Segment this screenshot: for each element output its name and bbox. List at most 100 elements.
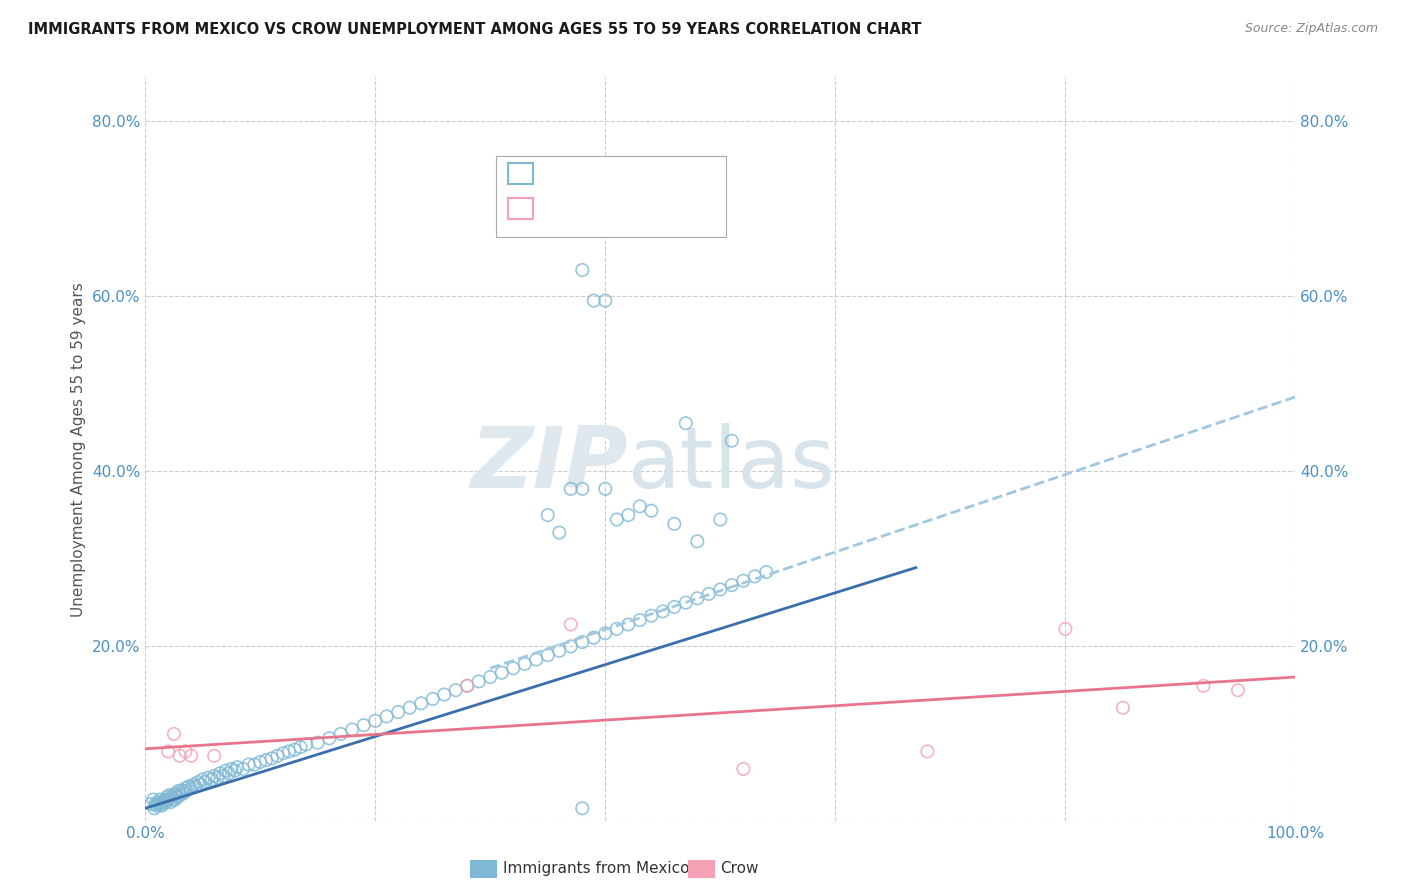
Point (307, 736, 329, 750)
Point (191, 772, 214, 787)
Point (675, 416, 697, 430)
Point (640, 504, 662, 518)
Point (329, 727, 352, 741)
Point (593, 482, 616, 496)
Point (398, 700, 420, 714)
Point (145, 798, 167, 813)
Point (224, 764, 246, 778)
Point (183, 778, 205, 792)
Point (290, 740, 312, 755)
Point (456, 679, 478, 693)
Point (560, 617, 582, 632)
Text: Crow: Crow (720, 862, 758, 876)
Point (187, 775, 209, 789)
Point (243, 757, 266, 772)
Text: 100: 100 (666, 166, 697, 181)
Point (271, 746, 294, 760)
Point (143, 801, 166, 815)
Text: N =: N = (631, 166, 664, 181)
Point (266, 748, 288, 763)
Point (157, 788, 180, 802)
Point (444, 683, 467, 698)
FancyBboxPatch shape (496, 155, 725, 237)
Point (139, 797, 162, 811)
Point (318, 731, 340, 746)
Point (733, 574, 755, 588)
Point (146, 795, 169, 809)
Point (387, 705, 409, 719)
Point (163, 788, 186, 802)
Point (218, 766, 240, 780)
Point (1226, 683, 1249, 698)
Point (284, 742, 307, 756)
Point (278, 744, 301, 758)
Point (628, 500, 651, 514)
Point (744, 569, 766, 583)
Point (537, 648, 560, 662)
Point (201, 772, 224, 787)
Point (165, 792, 187, 806)
Point (593, 293, 616, 308)
Point (479, 670, 502, 684)
Point (686, 534, 709, 549)
Point (537, 508, 560, 522)
Point (456, 679, 478, 693)
Point (157, 792, 180, 806)
Point (295, 738, 318, 752)
Point (177, 780, 200, 794)
Point (202, 769, 225, 783)
Point (628, 613, 651, 627)
Point (176, 784, 198, 798)
Point (208, 766, 231, 780)
Text: Immigrants from Mexico: Immigrants from Mexico (503, 862, 690, 876)
Point (215, 764, 238, 778)
Text: atlas: atlas (628, 423, 837, 506)
Point (238, 757, 260, 772)
Point (145, 797, 167, 811)
Point (560, 482, 582, 496)
Point (353, 718, 375, 732)
Text: IMMIGRANTS FROM MEXICO VS CROW UNEMPLOYMENT AMONG AGES 55 TO 59 YEARS CORRELATIO: IMMIGRANTS FROM MEXICO VS CROW UNEMPLOYM… (28, 22, 921, 37)
Point (697, 587, 720, 601)
Point (152, 797, 174, 811)
Point (617, 508, 640, 522)
Point (709, 582, 731, 597)
Point (560, 640, 582, 654)
Point (1054, 622, 1077, 636)
Point (169, 748, 191, 763)
Point (172, 787, 194, 801)
Text: ZIP: ZIP (471, 423, 628, 506)
Point (513, 657, 536, 671)
Point (163, 727, 186, 741)
Point (202, 748, 225, 763)
Point (149, 792, 172, 806)
Point (548, 525, 571, 540)
Text: Source: ZipAtlas.com: Source: ZipAtlas.com (1244, 22, 1378, 36)
Point (166, 789, 188, 804)
Point (153, 792, 176, 806)
Point (159, 795, 181, 809)
Point (582, 293, 605, 308)
Point (709, 512, 731, 526)
Y-axis label: Unemployment Among Ages 55 to 59 years: Unemployment Among Ages 55 to 59 years (72, 282, 86, 617)
Point (150, 798, 173, 813)
Point (593, 626, 616, 640)
Point (156, 789, 179, 804)
Text: R =: R = (541, 201, 574, 216)
Point (160, 789, 183, 804)
Point (571, 801, 593, 815)
Point (174, 781, 197, 796)
Text: N =: N = (631, 201, 664, 216)
Point (148, 797, 170, 811)
Point (170, 784, 193, 798)
Point (502, 661, 524, 675)
Point (221, 762, 243, 776)
Point (433, 688, 456, 702)
Point (571, 482, 593, 496)
Point (411, 696, 433, 710)
Point (582, 631, 605, 645)
Point (524, 652, 547, 666)
Point (364, 714, 387, 728)
Point (664, 516, 686, 531)
Point (197, 771, 219, 785)
